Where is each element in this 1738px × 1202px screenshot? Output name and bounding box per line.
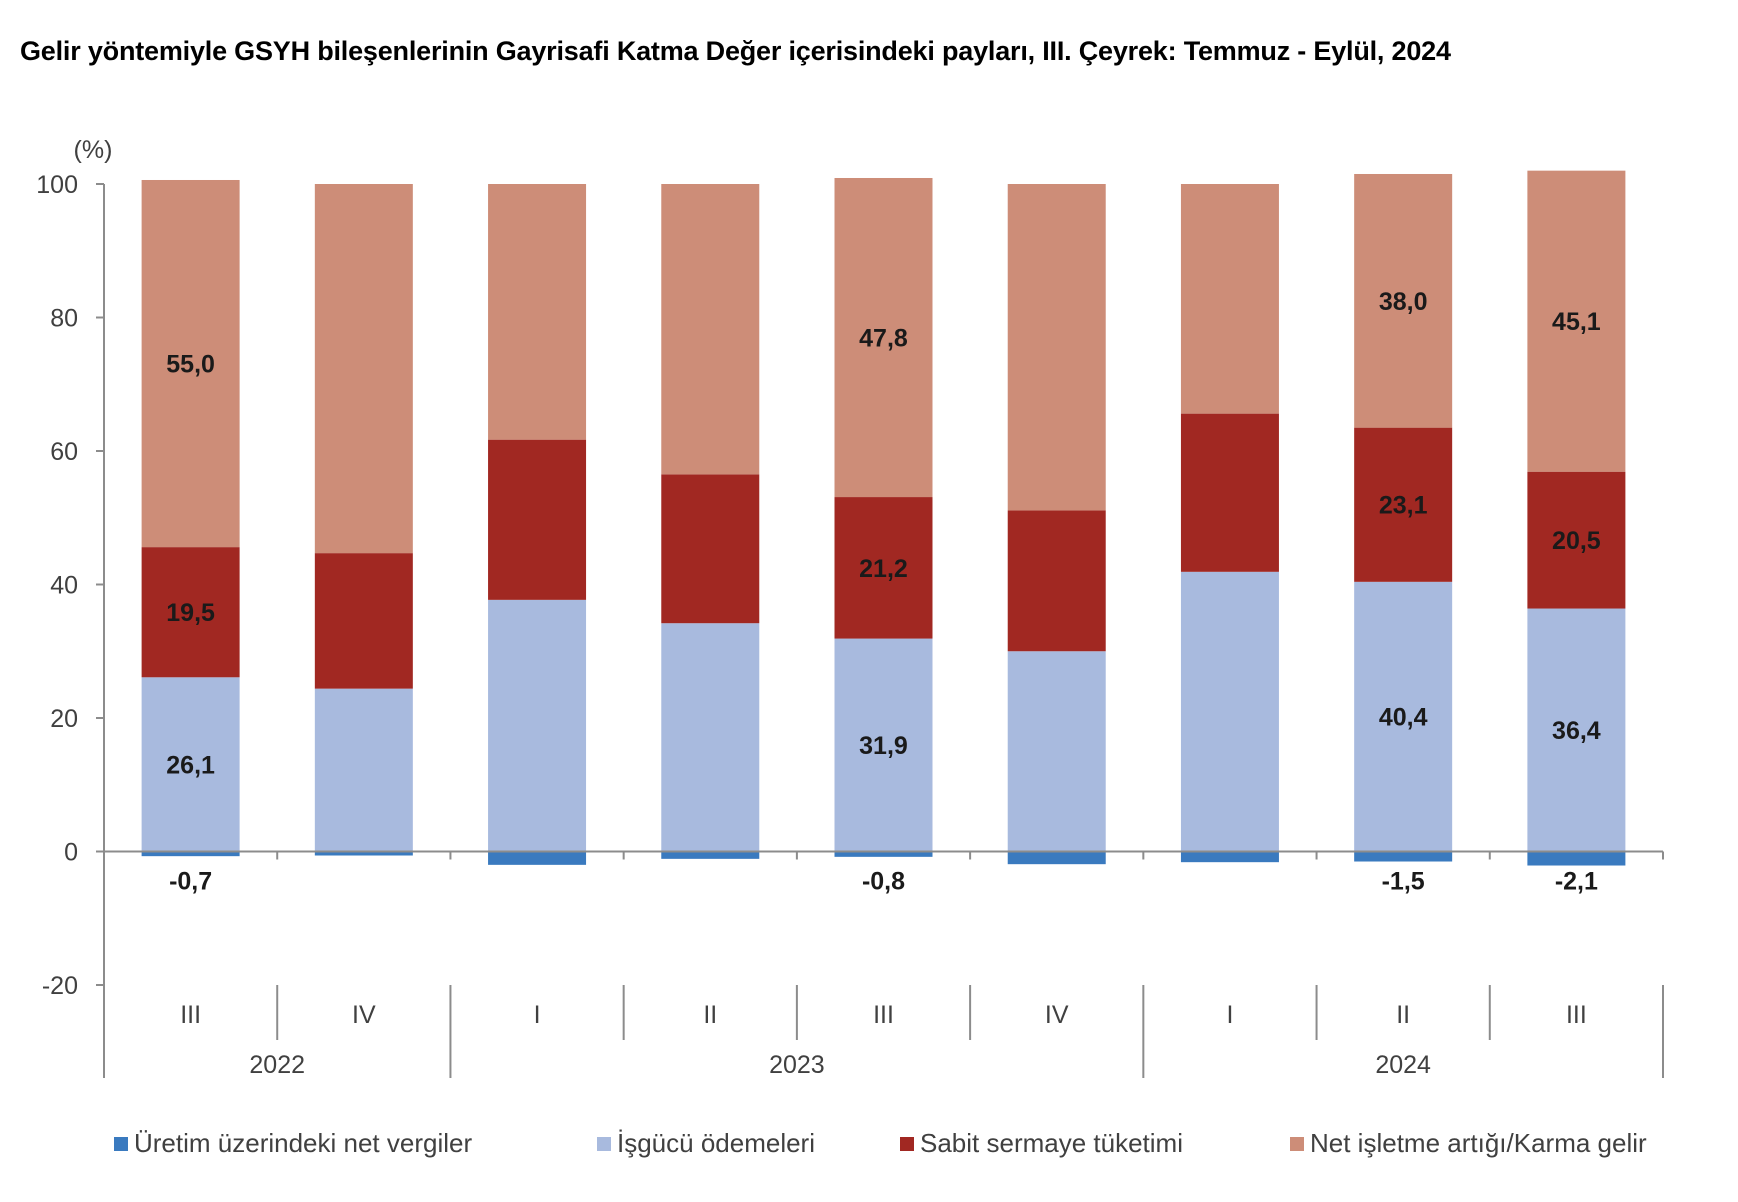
bar-segment-4-1 xyxy=(141,179,240,548)
data-label: 26,1 xyxy=(166,751,215,779)
x-category-label: I xyxy=(534,1001,541,1029)
bar-segment-1-4 xyxy=(661,851,760,859)
bar-segment-3-5 xyxy=(834,497,933,639)
bar-segment-2-5 xyxy=(834,638,933,852)
bar-segment-4-6 xyxy=(1007,184,1106,511)
bar-segment-1-1 xyxy=(141,851,240,857)
bar-segment-4-2 xyxy=(314,184,413,554)
legend-label: Üretim üzerindeki net vergiler xyxy=(134,1128,473,1158)
y-tick-label: 80 xyxy=(50,305,78,333)
legend-swatch-icon xyxy=(597,1136,611,1151)
bar-segment-4-9 xyxy=(1527,170,1626,472)
data-label: 47,8 xyxy=(859,325,908,353)
bar-segment-1-9 xyxy=(1527,851,1626,866)
legend-swatch-icon xyxy=(900,1136,914,1151)
bar-segment-4-4 xyxy=(661,184,760,475)
data-label: 45,1 xyxy=(1552,308,1601,336)
data-label: 31,9 xyxy=(859,732,908,760)
data-label: 23,1 xyxy=(1379,492,1428,520)
y-tick-label: 100 xyxy=(36,171,78,199)
legend-item: İşgücü ödemeleri xyxy=(597,1128,815,1159)
x-category-label: IV xyxy=(352,1001,376,1029)
x-category-label: II xyxy=(703,1001,717,1029)
bar-segment-4-7 xyxy=(1180,184,1279,414)
bar-segment-2-4 xyxy=(661,623,760,852)
x-category-label: III xyxy=(180,1001,201,1029)
bar-segment-3-4 xyxy=(661,474,760,624)
legend: Üretim üzerindeki net vergiler İşgücü öde… xyxy=(0,1128,1738,1168)
x-category-label: III xyxy=(1566,1001,1587,1029)
y-tick-label: 0 xyxy=(64,839,78,867)
bar-segment-4-3 xyxy=(488,184,587,440)
bar-segment-1-6 xyxy=(1007,851,1106,865)
bar-segment-2-1 xyxy=(141,677,240,852)
legend-swatch-icon xyxy=(114,1136,128,1151)
data-label: 19,5 xyxy=(166,599,215,627)
data-label: -0,8 xyxy=(862,868,905,896)
bar-segment-1-5 xyxy=(834,851,933,857)
data-label: 38,0 xyxy=(1379,288,1428,316)
bar-segment-2-3 xyxy=(488,599,587,852)
data-label: 55,0 xyxy=(166,351,215,379)
x-group-label: 2024 xyxy=(1375,1051,1431,1079)
legend-item: Sabit sermaye tüketimi xyxy=(900,1128,1183,1159)
data-label: -0,7 xyxy=(169,868,212,896)
bar-segment-2-9 xyxy=(1527,608,1626,852)
bar-segment-3-8 xyxy=(1354,427,1453,582)
bar-segment-2-2 xyxy=(314,688,413,852)
x-category-label: IV xyxy=(1045,1001,1069,1029)
bar-segment-3-1 xyxy=(141,547,240,678)
bar-segment-3-7 xyxy=(1180,413,1279,572)
x-category-label: III xyxy=(873,1001,894,1029)
legend-item: Net işletme artığı/Karma gelir xyxy=(1290,1128,1647,1159)
y-tick-label: -20 xyxy=(42,972,78,1000)
legend-label: Net işletme artığı/Karma gelir xyxy=(1310,1128,1647,1158)
y-axis-unit-label: (%) xyxy=(74,136,113,164)
data-label: 40,4 xyxy=(1379,704,1428,732)
bar-segment-2-8 xyxy=(1354,581,1453,852)
legend-swatch-icon xyxy=(1290,1136,1304,1151)
data-label: 36,4 xyxy=(1552,717,1601,745)
x-group-label: 2022 xyxy=(249,1051,305,1079)
bar-segment-3-3 xyxy=(488,439,587,600)
bar-segment-4-8 xyxy=(1354,173,1453,428)
labels-layer: -0,7 26,1 19,5 55,0 -0,8 31,9 21,2 47,8 -1,5 40,4… xyxy=(166,288,1601,896)
y-tick-label: 40 xyxy=(50,572,78,600)
bar-segment-1-2 xyxy=(314,851,413,856)
x-group-label: 2023 xyxy=(769,1051,825,1079)
x-category-label: I xyxy=(1226,1001,1233,1029)
legend-label: İşgücü ödemeleri xyxy=(617,1128,815,1158)
x-category-label: II xyxy=(1396,1001,1410,1029)
bar-segment-1-8 xyxy=(1354,851,1453,862)
bar-segment-1-7 xyxy=(1180,851,1279,863)
bar-segment-4-5 xyxy=(834,177,933,498)
bar-segment-3-2 xyxy=(314,553,413,689)
data-label: 20,5 xyxy=(1552,527,1601,555)
legend-label: Sabit sermaye tüketimi xyxy=(920,1128,1183,1158)
data-label: 21,2 xyxy=(859,555,908,583)
data-label: -1,5 xyxy=(1382,868,1425,896)
bar-segment-3-9 xyxy=(1527,471,1626,609)
y-tick-label: 60 xyxy=(50,438,78,466)
bars-layer xyxy=(141,170,1626,866)
y-tick-label: 20 xyxy=(50,705,78,733)
bar-segment-1-3 xyxy=(488,851,587,865)
bar-segment-3-6 xyxy=(1007,510,1106,652)
chart-title: Gelir yöntemiyle GSYH bileşenlerinin Gay… xyxy=(20,36,1451,66)
bar-segment-2-7 xyxy=(1180,571,1279,852)
bar-segment-2-6 xyxy=(1007,651,1106,852)
data-label: -2,1 xyxy=(1555,868,1598,896)
legend-item: Üretim üzerindeki net vergiler xyxy=(114,1128,472,1159)
